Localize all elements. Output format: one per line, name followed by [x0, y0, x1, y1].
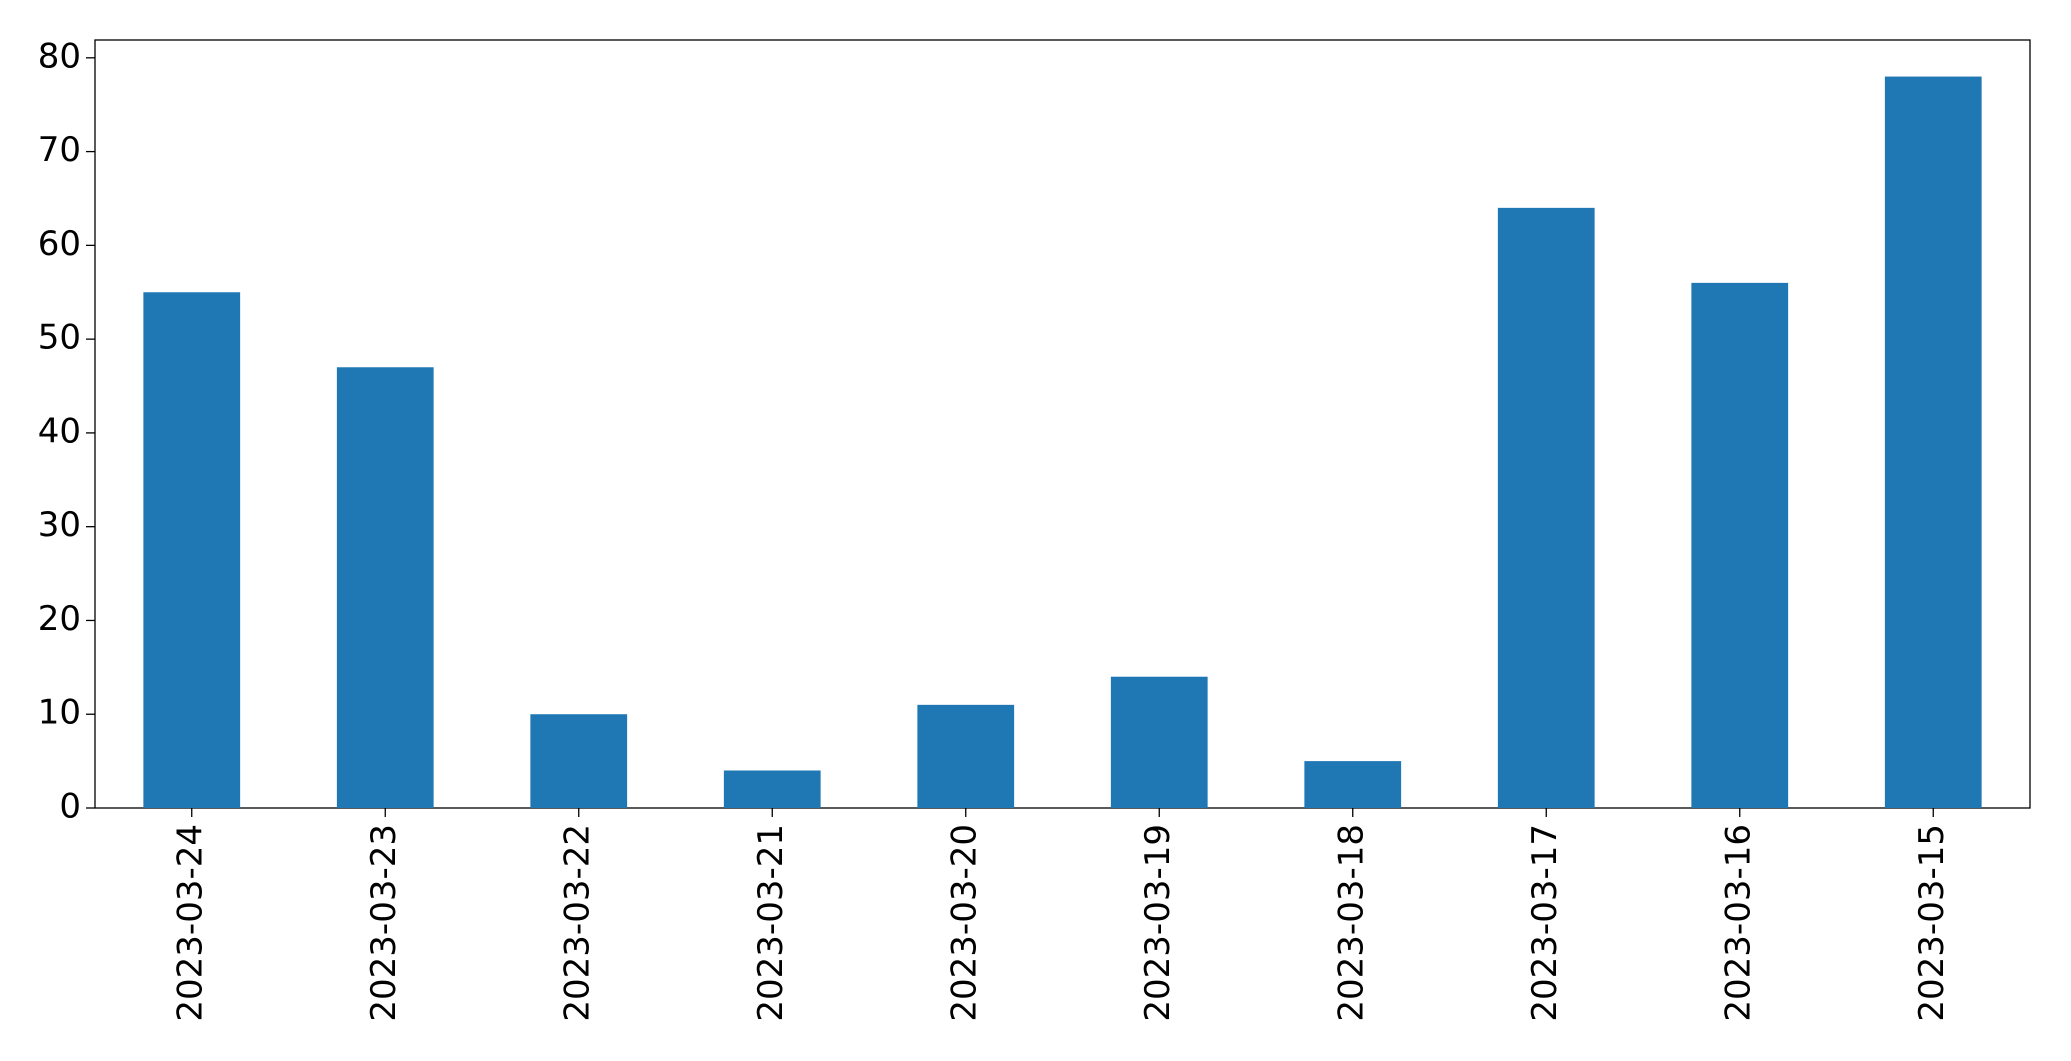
bar — [1691, 282, 1789, 808]
y-tick-label: 70 — [38, 130, 81, 170]
bar — [1497, 207, 1595, 808]
bar — [1110, 676, 1208, 808]
x-tick-label: 2023-03-16 — [1718, 824, 1758, 1022]
x-tick-label: 2023-03-22 — [557, 824, 597, 1022]
plot-frame — [94, 39, 2031, 809]
y-tick-label: 10 — [38, 693, 81, 733]
y-tick-label: 60 — [38, 224, 81, 264]
y-tick-label: 20 — [38, 599, 81, 639]
x-tick-label: 2023-03-19 — [1138, 824, 1178, 1022]
y-tick-label: 30 — [38, 505, 81, 545]
bar — [143, 292, 241, 808]
x-tick-label: 2023-03-20 — [944, 824, 984, 1022]
y-tick-label: 0 — [59, 787, 81, 827]
x-tick-label: 2023-03-18 — [1331, 824, 1371, 1022]
bar — [336, 367, 434, 808]
x-tick-label: 2023-03-17 — [1525, 824, 1565, 1022]
bar — [530, 714, 628, 808]
bar — [917, 704, 1015, 808]
y-tick-label: 80 — [38, 36, 81, 76]
bar — [1884, 76, 1982, 809]
y-tick-label: 40 — [38, 411, 81, 451]
x-tick-label: 2023-03-21 — [751, 824, 791, 1022]
y-tick-label: 50 — [38, 318, 81, 358]
x-tick-label: 2023-03-15 — [1912, 824, 1952, 1022]
x-tick-label: 2023-03-23 — [364, 824, 404, 1022]
x-tick-label: 2023-03-24 — [170, 824, 210, 1022]
bar — [1304, 761, 1402, 808]
bar — [723, 770, 821, 808]
